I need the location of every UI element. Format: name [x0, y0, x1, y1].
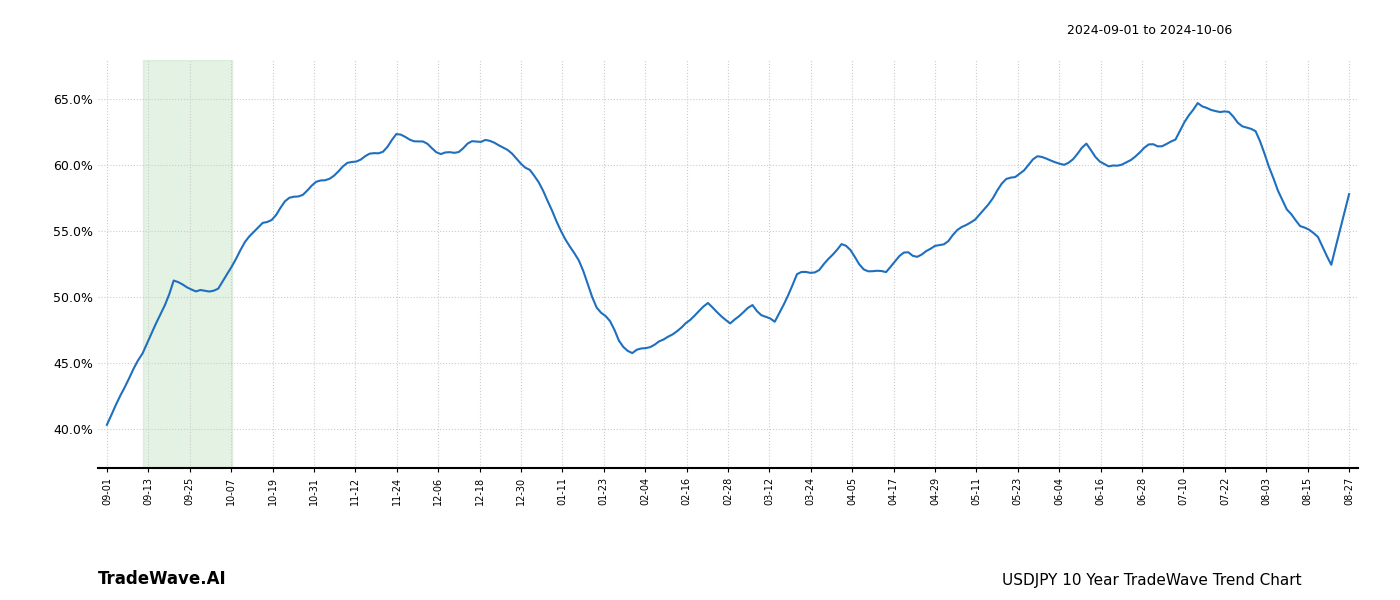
Text: USDJPY 10 Year TradeWave Trend Chart: USDJPY 10 Year TradeWave Trend Chart	[1002, 573, 1302, 588]
Text: TradeWave.AI: TradeWave.AI	[98, 570, 227, 588]
Text: 2024-09-01 to 2024-10-06: 2024-09-01 to 2024-10-06	[1067, 24, 1232, 37]
Bar	[143, 60, 231, 468]
